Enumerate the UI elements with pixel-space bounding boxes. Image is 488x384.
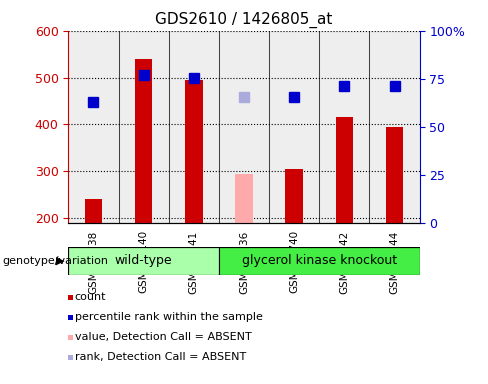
Bar bbox=[219, 247, 420, 275]
Bar bbox=[269, 31, 319, 223]
Bar bbox=[119, 31, 169, 223]
Bar bbox=[68, 247, 219, 275]
Bar bbox=[68, 31, 119, 223]
Bar bbox=[369, 31, 420, 223]
Text: glycerol kinase knockout: glycerol kinase knockout bbox=[242, 254, 397, 267]
Bar bbox=[386, 127, 404, 223]
Bar bbox=[319, 31, 369, 223]
Text: count: count bbox=[75, 292, 106, 302]
Bar bbox=[235, 174, 253, 223]
Bar bbox=[84, 199, 102, 223]
Bar bbox=[169, 31, 219, 223]
Bar bbox=[285, 169, 303, 223]
Text: ▶: ▶ bbox=[56, 256, 64, 266]
Text: percentile rank within the sample: percentile rank within the sample bbox=[75, 312, 263, 322]
Text: rank, Detection Call = ABSENT: rank, Detection Call = ABSENT bbox=[75, 352, 246, 362]
Bar bbox=[336, 118, 353, 223]
Title: GDS2610 / 1426805_at: GDS2610 / 1426805_at bbox=[155, 12, 333, 28]
Text: value, Detection Call = ABSENT: value, Detection Call = ABSENT bbox=[75, 332, 251, 342]
Bar bbox=[135, 59, 152, 223]
Text: genotype/variation: genotype/variation bbox=[2, 256, 108, 266]
Bar bbox=[219, 31, 269, 223]
Bar bbox=[185, 80, 203, 223]
Text: wild-type: wild-type bbox=[115, 254, 172, 267]
